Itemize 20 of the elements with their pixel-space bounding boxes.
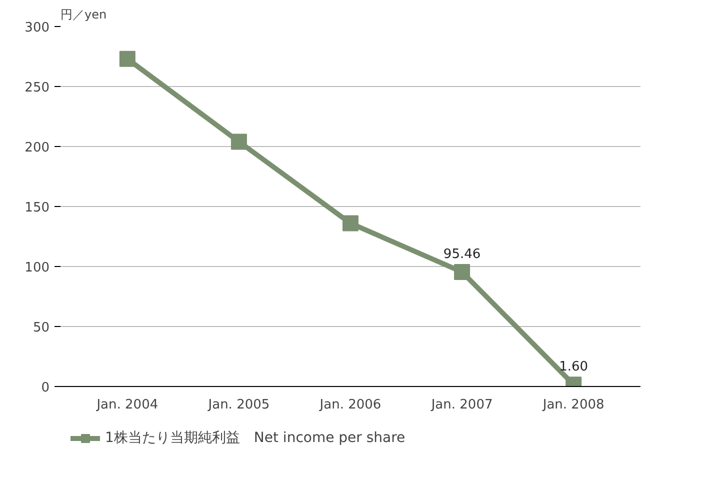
point [454,264,470,280]
y-axis-title: 円／yen [60,8,107,22]
x-tick-label: Jan. 2007 [430,398,493,412]
y-tick-label: 0 [41,380,50,396]
point [342,215,358,232]
x-tick-label: Jan. 2008 [542,398,604,412]
point [230,134,247,150]
y-tick-label: 200 [24,140,50,156]
data-label: 95.46 [443,246,481,262]
y-tick-label: 150 [24,200,50,216]
x-tick-label: Jan. 2004 [96,398,158,412]
y-tick-label: 100 [24,260,50,276]
x-tick-label: Jan. 2006 [318,398,382,412]
y-tick-label: 300 [24,20,50,36]
legend-label: 1株当たり当期純利益 Net income per share [105,428,406,446]
y-tick-label: 50 [32,320,50,336]
x-tick-label: Jan. 2005 [207,398,270,412]
data-label: 1.60 [559,360,588,375]
point [119,50,136,67]
y-tick-label: 250 [24,80,50,96]
